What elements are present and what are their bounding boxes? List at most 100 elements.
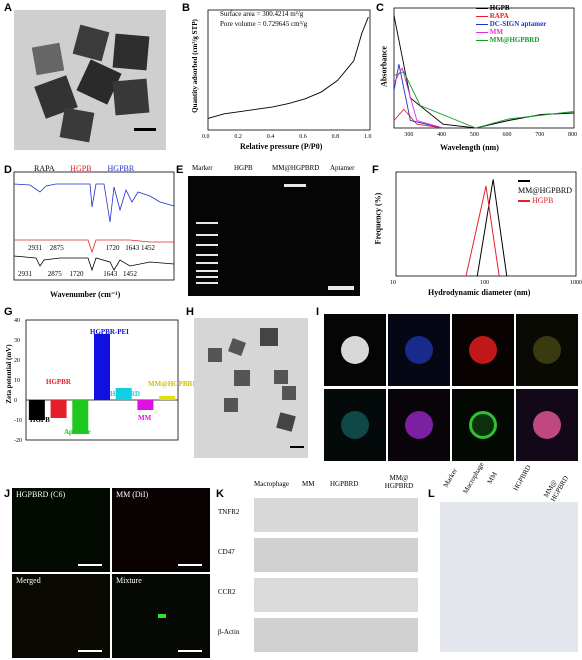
blot-ccr2: CCR2 bbox=[214, 576, 424, 616]
panel-e: E Marker HGPB MM@HGPBRD Aptamer bbox=[176, 162, 364, 302]
panel-label: E bbox=[176, 164, 184, 176]
x-axis-label: Relative pressure (P/P0) bbox=[240, 142, 323, 151]
panel-l: L Marker Macrophage MM HGPBRD MM@ HGPBRD bbox=[424, 460, 582, 660]
panel-label: B bbox=[182, 2, 190, 14]
label-mmhgpbrd: MM@HGPBRD bbox=[148, 380, 198, 388]
y-tick-label: 20 bbox=[14, 358, 20, 364]
fluor-dil: MM (DiI) bbox=[112, 488, 210, 572]
y-axis-label: Quantity adsorbed (cm³/g STP) bbox=[191, 19, 199, 113]
x-tick-label: 500 bbox=[470, 132, 479, 138]
zeta-chart: 40 30 20 10 0 -10 -20 bbox=[14, 318, 179, 444]
tem-image-a bbox=[14, 10, 166, 150]
element-map-yellow bbox=[516, 314, 578, 386]
blot-tnfr2: TNFR2 bbox=[214, 496, 424, 536]
y-tick-label: 30 bbox=[14, 338, 20, 344]
label-aptamer: Aptamer bbox=[64, 428, 91, 436]
bar-aptamer bbox=[72, 400, 89, 434]
legend: HGPB RAPA DC-SIGN aptamer MM MM@HGPBRD bbox=[476, 4, 546, 44]
panel-label: A bbox=[4, 2, 12, 14]
series-rapa bbox=[393, 108, 444, 129]
isotherm-chart: 0.0 0.2 0.4 0.6 0.8 1.0 bbox=[202, 9, 372, 140]
hgpbr-spectrum bbox=[13, 183, 175, 223]
x-tick-label: 0.4 bbox=[267, 134, 275, 140]
panel-label: F bbox=[372, 164, 379, 176]
y-tick-label: -10 bbox=[14, 418, 22, 424]
panel-k: K Macrophage MM HGPBRD MM@ HGPBRD TNFR2 … bbox=[214, 466, 424, 660]
element-map-purple bbox=[388, 389, 450, 461]
x-axis-label: Wavenumber (cm⁻¹) bbox=[50, 290, 121, 299]
y-tick-label: -20 bbox=[14, 438, 22, 444]
panel-i: I bbox=[316, 304, 582, 464]
legend-hgpb: HGPB bbox=[476, 4, 546, 12]
label-hgpb: HGPB bbox=[30, 416, 50, 424]
x-tick-label: 0.0 bbox=[202, 134, 210, 140]
legend-hgpbr: HGPBR bbox=[107, 164, 135, 173]
x-tick-label: 0.6 bbox=[299, 134, 307, 140]
x-tick-label: 100 bbox=[480, 280, 489, 286]
y-axis-label: Frequency (%) bbox=[373, 192, 383, 245]
series-dc-sign-aptamer bbox=[393, 64, 444, 129]
panel-c: C 300 400 500 600 700 800 HGPB RAPA DC-SIGN a… bbox=[376, 0, 582, 160]
panel-f: F 10 100 1000 MM@HGPBRD HGPB Hydrodynamic … bbox=[368, 162, 582, 302]
element-map-green bbox=[452, 389, 514, 461]
legend-rapa: RAPA bbox=[34, 164, 55, 173]
isotherm-line bbox=[207, 16, 369, 119]
series-hgpb bbox=[465, 185, 500, 277]
fluor-c6: HGPBRD (C6) bbox=[12, 488, 110, 572]
hgpb-spectrum bbox=[14, 239, 174, 254]
bar-hgpbr bbox=[50, 400, 67, 418]
x-tick-label: 10 bbox=[390, 280, 396, 286]
tem-image-h bbox=[194, 318, 308, 458]
series-mm-hgpbrd bbox=[393, 71, 575, 129]
fluor-merged: Merged bbox=[12, 574, 110, 658]
panel-g: G 40 30 20 10 0 -10 -20 HGPB HGPBR Aptamer HGP… bbox=[0, 304, 198, 464]
surface-area-annotation: Surface area = 300.4214 m²/g bbox=[220, 10, 304, 18]
bar-hgpb bbox=[28, 400, 45, 420]
legend-hgpb: HGPB bbox=[518, 196, 582, 206]
x-tick-label: 400 bbox=[437, 132, 446, 138]
legend: RAPA HGPB HGPBR bbox=[34, 164, 134, 173]
pore-volume-annotation: Pore volume = 0.729645 cm³/g bbox=[220, 20, 308, 28]
legend-mmhgpbrd: MM@HGPBRD bbox=[476, 36, 546, 44]
fluorescence-grid: HGPBRD (C6) MM (DiI) Merged Mixture bbox=[12, 488, 212, 658]
ftir-chart bbox=[13, 171, 175, 281]
dls-chart: 10 100 1000 bbox=[390, 171, 582, 286]
element-map-cyan bbox=[324, 389, 386, 461]
x-tick-label: 700 bbox=[535, 132, 544, 138]
y-tick-label: 40 bbox=[14, 318, 20, 324]
legend-mmhgpbrd: MM@HGPBRD bbox=[518, 176, 582, 196]
legend: MM@HGPBRD HGPB bbox=[518, 176, 582, 206]
x-tick-label: 1000 bbox=[570, 280, 582, 286]
panel-label: C bbox=[376, 2, 384, 14]
peak-labels-top: 2931 2875 1720 1643 1452 bbox=[28, 244, 155, 252]
panel-d: D RAPA HGPB HGPBR 2931 2875 1720 1643 14… bbox=[0, 162, 180, 302]
panel-label: K bbox=[216, 488, 224, 500]
lane-hgpb: HGPB bbox=[234, 164, 253, 172]
legend-hgpb: HGPB bbox=[70, 164, 92, 173]
sds-page-gel bbox=[440, 502, 578, 652]
series-mm bbox=[393, 66, 444, 129]
haadf-map bbox=[324, 314, 386, 386]
rapa-spectrum bbox=[13, 255, 175, 272]
panel-label: L bbox=[428, 488, 435, 500]
x-axis-label: Wavelength (nm) bbox=[440, 143, 499, 152]
panel-label: J bbox=[4, 488, 11, 500]
peak-labels-bottom: 2931 2875 1720 1643 1452 bbox=[18, 270, 137, 278]
bar-mm bbox=[137, 400, 154, 410]
element-map-blue bbox=[388, 314, 450, 386]
blot-rows: TNFR2 CD47 CCR2 β-Actin bbox=[214, 496, 424, 656]
bar-hgpbr-pei bbox=[94, 334, 110, 400]
bar-labels: HGPB HGPBR Aptamer HGPBR-PEI HGPBRD MM M… bbox=[0, 304, 198, 464]
lane-labels: Marker Macrophage MM HGPBRD MM@ HGPBRD bbox=[441, 460, 571, 504]
label-mm: MM bbox=[138, 414, 152, 422]
x-tick-label: 0.2 bbox=[234, 134, 242, 140]
y-tick-label: 10 bbox=[14, 378, 20, 384]
label-hgpbrd: HGPBRD bbox=[110, 390, 140, 398]
lane-aptamer: Aptamer bbox=[330, 164, 355, 172]
legend-rapa: RAPA bbox=[476, 12, 546, 20]
label-hgpbr: HGPBR bbox=[46, 378, 71, 386]
panel-h: H bbox=[184, 304, 314, 464]
legend-aptamer: DC-SIGN aptamer bbox=[476, 20, 546, 28]
x-tick-label: 600 bbox=[503, 132, 512, 138]
x-tick-label: 800 bbox=[568, 132, 577, 138]
